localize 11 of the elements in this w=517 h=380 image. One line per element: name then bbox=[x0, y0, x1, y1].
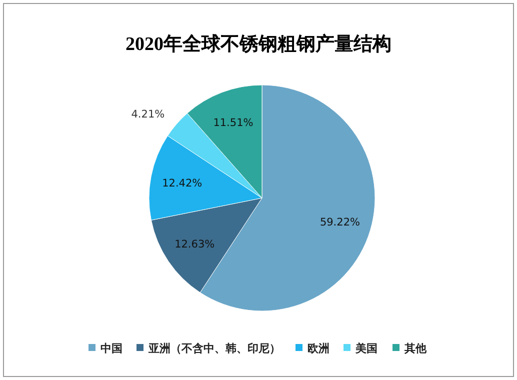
legend-label: 欧洲 bbox=[308, 342, 330, 355]
data-label: 12.63% bbox=[174, 238, 215, 251]
legend-label: 其他 bbox=[404, 342, 428, 355]
legend-label: 美国 bbox=[354, 342, 378, 355]
chart-title: 2020年全球不锈钢粗钢产量结构 bbox=[126, 33, 392, 55]
legend-label: 亚洲（不含中、韩、印尼） bbox=[148, 342, 280, 355]
data-label: 59.22% bbox=[320, 216, 360, 228]
data-label: 11.51% bbox=[213, 116, 254, 129]
data-label: 4.21% bbox=[131, 108, 165, 120]
legend-label: 中国 bbox=[100, 342, 122, 355]
data-label: 12.42% bbox=[162, 177, 202, 190]
